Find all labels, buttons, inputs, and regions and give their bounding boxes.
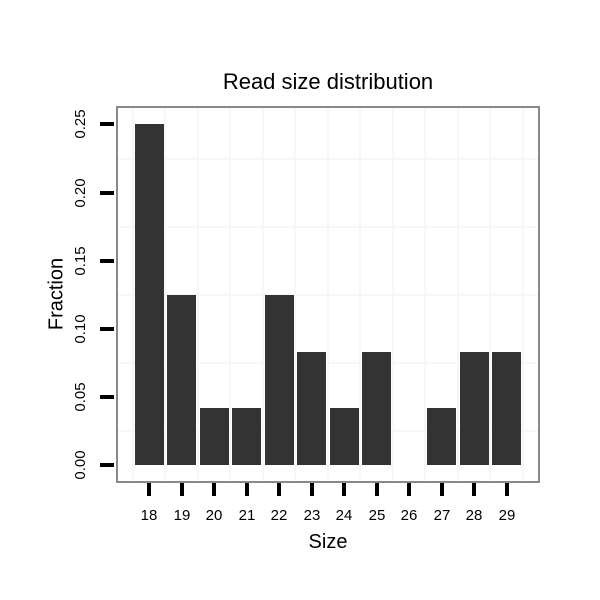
h-gridline xyxy=(118,225,538,228)
x-tick xyxy=(375,483,379,496)
x-tick-label: 21 xyxy=(238,507,256,524)
x-tick-label: 24 xyxy=(335,507,353,524)
x-tick-label: 20 xyxy=(205,507,223,524)
x-tick xyxy=(472,483,476,496)
y-tick-label: 0.00 xyxy=(72,450,89,480)
x-tick-label: 29 xyxy=(498,507,516,524)
x-tick xyxy=(245,483,249,496)
h-gridline xyxy=(118,429,538,432)
bar-size-18 xyxy=(135,124,164,465)
x-tick xyxy=(407,483,411,496)
bar-size-22 xyxy=(265,295,294,465)
x-tick xyxy=(212,483,216,496)
x-tick xyxy=(505,483,509,496)
x-tick xyxy=(342,483,346,496)
y-tick xyxy=(100,122,114,126)
x-tick-label: 27 xyxy=(433,507,451,524)
chart-title: Read size distribution xyxy=(222,69,434,94)
x-tick-label: 28 xyxy=(465,507,483,524)
y-axis-title: Fraction xyxy=(45,257,68,331)
x-tick-label: 22 xyxy=(270,507,288,524)
x-tick xyxy=(440,483,444,496)
x-tick xyxy=(180,483,184,496)
bar-size-24 xyxy=(330,408,359,465)
bar-size-21 xyxy=(232,408,261,465)
x-tick-label: 18 xyxy=(140,507,158,524)
y-tick xyxy=(100,191,114,195)
x-tick-label: 25 xyxy=(368,507,386,524)
bar-size-25 xyxy=(362,352,391,465)
x-tick-label: 19 xyxy=(173,507,191,524)
bar-size-28 xyxy=(460,352,489,465)
y-tick xyxy=(100,259,114,263)
y-tick-label: 0.20 xyxy=(72,178,89,208)
h-gridline xyxy=(118,293,538,296)
y-tick-label: 0.05 xyxy=(72,382,89,412)
h-gridline xyxy=(118,361,538,364)
bar-size-29 xyxy=(492,352,521,465)
y-tick xyxy=(100,395,114,399)
y-tick-label: 0.10 xyxy=(72,314,89,344)
bar-size-23 xyxy=(297,352,326,465)
bar-size-19 xyxy=(167,295,196,465)
h-gridline xyxy=(118,157,538,160)
bar-size-27 xyxy=(427,408,456,465)
y-tick xyxy=(100,327,114,331)
x-axis-title: Size xyxy=(308,531,348,553)
plot-panel xyxy=(116,106,540,483)
x-tick xyxy=(310,483,314,496)
x-tick xyxy=(277,483,281,496)
y-tick-label: 0.25 xyxy=(72,109,89,139)
x-tick xyxy=(147,483,151,496)
x-tick-label: 23 xyxy=(303,507,321,524)
x-tick-label: 26 xyxy=(400,507,418,524)
bar-size-20 xyxy=(200,408,229,465)
y-tick-label: 0.15 xyxy=(72,246,89,276)
y-tick xyxy=(100,463,114,467)
